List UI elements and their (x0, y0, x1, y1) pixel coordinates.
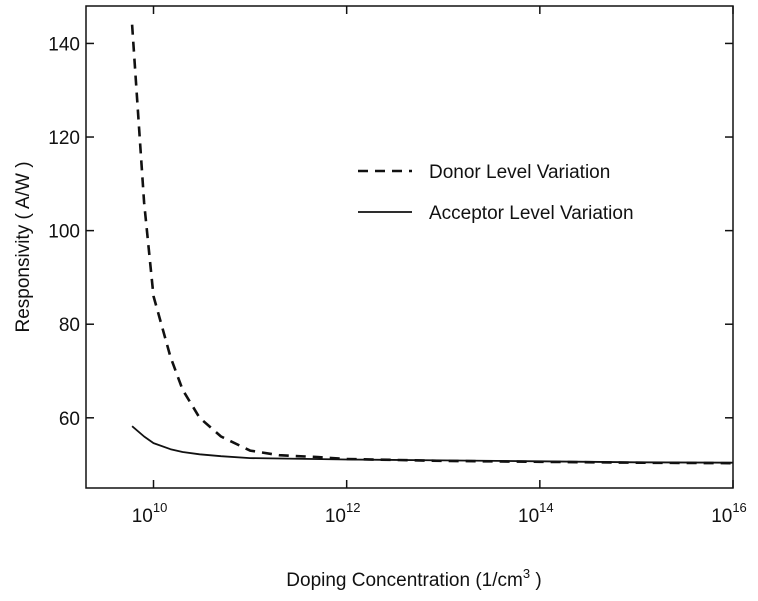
y-axis-ticks: 60 80 100 120 140 (48, 34, 733, 430)
y-axis-label: Responsivity ( A/W ) (13, 161, 34, 332)
y-tick-label: 140 (48, 34, 80, 55)
x-tick-label: 1016 (711, 500, 747, 527)
y-tick-label: 60 (59, 409, 80, 430)
x-axis-ticks: 1010 1012 1014 1016 (132, 6, 747, 527)
series-line-acceptor (131, 425, 734, 464)
x-tick-label: 1012 (325, 500, 361, 527)
x-axis-label-end: ) (530, 570, 542, 591)
x-axis-label-main: Doping Concentration (1/cm (286, 570, 523, 591)
legend: Donor Level Variation Acceptor Level Var… (358, 162, 634, 224)
legend-label-acceptor: Acceptor Level Variation (429, 203, 634, 224)
x-tick-label: 1014 (518, 500, 554, 527)
x-tick-label: 1010 (132, 500, 168, 527)
y-tick-label: 80 (59, 315, 80, 336)
x-axis-label: Doping Concentration (1/cm3 ) (286, 566, 541, 591)
plot-frame (85, 5, 734, 489)
series-layer (130, 24, 734, 465)
legend-label-donor: Donor Level Variation (429, 162, 610, 183)
x-axis-label-sup: 3 (523, 566, 530, 581)
y-tick-label: 120 (48, 128, 80, 149)
y-tick-label: 100 (48, 222, 80, 243)
series-line-donor (130, 24, 734, 465)
